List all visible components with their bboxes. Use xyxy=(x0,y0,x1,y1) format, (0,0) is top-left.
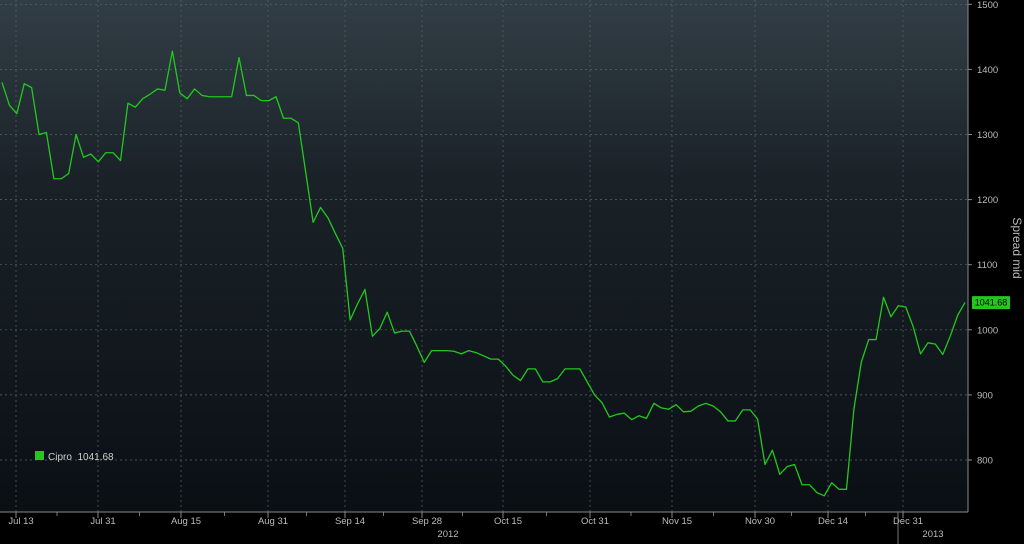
last-value-tag-background xyxy=(972,296,1010,310)
x-tick-label: Aug 15 xyxy=(171,516,201,527)
y-tick-label: 1300 xyxy=(977,130,998,141)
x-tick-label: Dec 31 xyxy=(893,516,923,527)
x-tick-label: Nov 15 xyxy=(662,516,692,527)
x-tick-label: Oct 15 xyxy=(494,516,522,527)
series-line-cipro xyxy=(1,50,966,497)
year-label: 2012 xyxy=(437,529,458,540)
grid-lines xyxy=(0,0,968,512)
x-tick-label: Jul 13 xyxy=(8,516,33,527)
last-value-label: 1041.68 xyxy=(975,298,1008,308)
y-tick-label: 900 xyxy=(977,390,993,401)
legend-label-cipro: Cipro 1041.68 xyxy=(48,452,114,463)
legend-swatch-cipro xyxy=(35,451,44,460)
y-tick-label: 1000 xyxy=(977,325,998,336)
plot-background xyxy=(0,0,968,512)
y-tick-label: 1400 xyxy=(977,65,998,76)
x-tick-label: Dec 14 xyxy=(818,516,848,527)
year-label: 2013 xyxy=(922,529,943,540)
y-tick-label: 1100 xyxy=(977,260,997,271)
x-tick-label: Jul 31 xyxy=(90,516,115,527)
legend: Cipro 1041.68 xyxy=(35,451,114,463)
y-tick-label: 1200 xyxy=(977,195,998,206)
x-tick-label: Sep 14 xyxy=(335,516,365,527)
y-axis-label: Spread mid xyxy=(1010,217,1024,278)
x-tick-label: Aug 31 xyxy=(258,516,288,527)
x-tick-label: Oct 31 xyxy=(581,516,609,527)
last-value-tag: 1041.68 xyxy=(972,296,1010,310)
x-axis: Jul 13 Jul 31 Aug 15 Aug 31 Sep 14 Sep 28 Oct … xyxy=(0,511,968,544)
y-tick-label: 1500 xyxy=(977,0,998,11)
x-tick-label: Nov 30 xyxy=(745,516,775,527)
x-tick-label: Sep 28 xyxy=(412,516,442,527)
y-tick-label: 800 xyxy=(977,456,993,467)
y-axis: 800 900 1000 1100 1200 1300 1400 1500 xyxy=(967,0,998,512)
